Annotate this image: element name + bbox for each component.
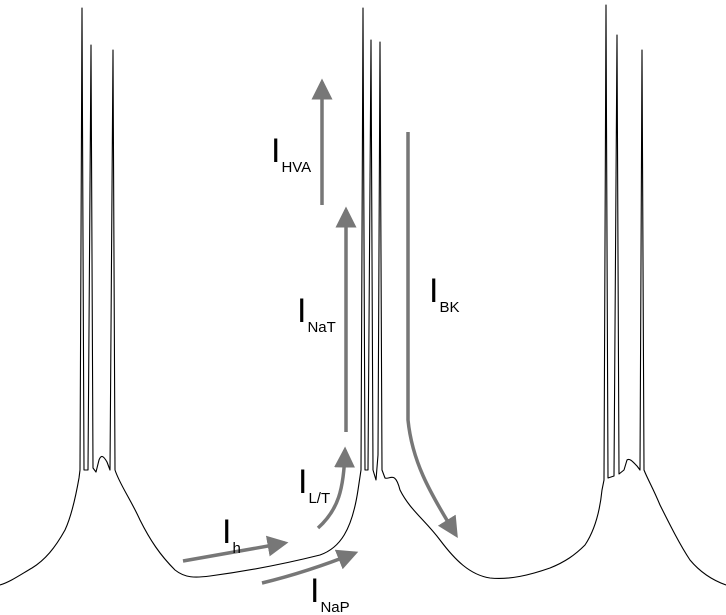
membrane-voltage-trace xyxy=(0,4,726,586)
ilt-label: IL/T xyxy=(298,463,330,507)
ih-arrow xyxy=(182,535,289,563)
ilt-arrow xyxy=(316,446,356,530)
ibk-arrow xyxy=(406,132,458,538)
inap-label: INaP xyxy=(310,572,350,615)
ibk-label: IBK xyxy=(429,272,459,316)
inap-arrow xyxy=(261,549,359,585)
ihva-label: IHVA xyxy=(271,132,311,176)
inat-label: INaT xyxy=(297,292,336,336)
ih-label: Ih xyxy=(222,513,241,557)
